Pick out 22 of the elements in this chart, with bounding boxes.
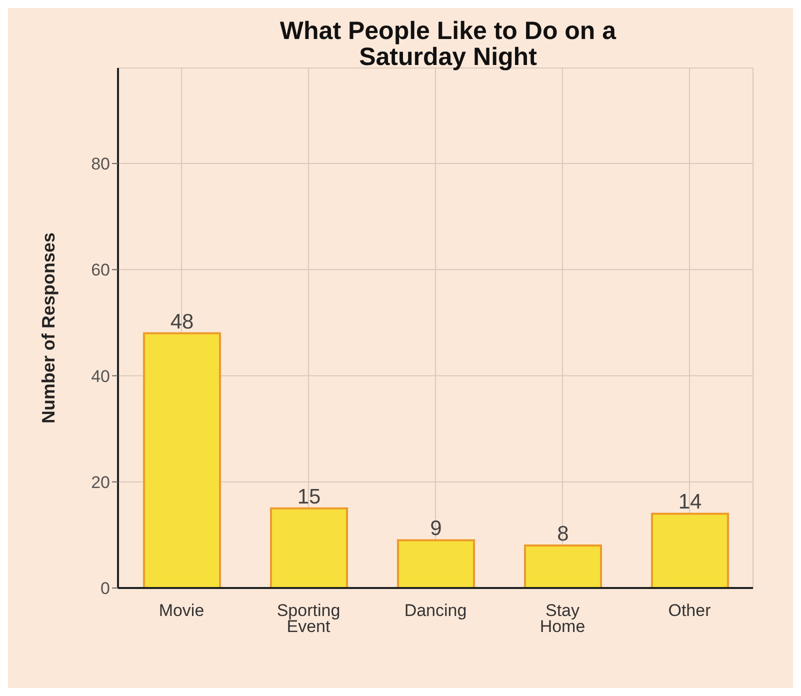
y-axis-title: Number of Responses bbox=[38, 232, 58, 424]
bar bbox=[397, 539, 475, 588]
x-tick-label: Movie bbox=[158, 601, 204, 620]
data-label: 48 bbox=[170, 310, 194, 334]
bar bbox=[143, 332, 221, 588]
data-label: 8 bbox=[557, 522, 569, 546]
x-tick-label: Stay Home bbox=[540, 601, 586, 636]
y-tick-label: 0 bbox=[100, 579, 110, 598]
x-tick-label: Sporting Event bbox=[276, 601, 340, 636]
x-tick-label: Dancing bbox=[404, 601, 467, 620]
chart-title: What People Like to Do on a Saturday Night bbox=[278, 17, 618, 71]
bar bbox=[270, 507, 348, 588]
y-tick-label: 40 bbox=[91, 366, 110, 386]
y-tick-label: 80 bbox=[91, 154, 110, 174]
bar bbox=[651, 512, 729, 588]
data-label: 14 bbox=[678, 490, 702, 514]
bar bbox=[524, 544, 602, 588]
y-tick-label: 20 bbox=[91, 472, 110, 492]
data-label: 9 bbox=[430, 517, 442, 540]
y-tick-label: 60 bbox=[91, 260, 110, 280]
data-label: 15 bbox=[297, 485, 321, 508]
x-tick-label: Other bbox=[668, 601, 712, 620]
